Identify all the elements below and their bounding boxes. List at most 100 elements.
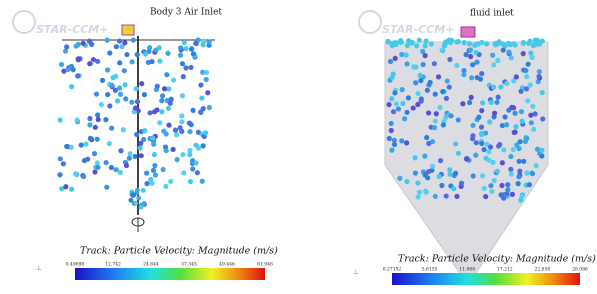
particle: [194, 160, 199, 165]
particle: [100, 78, 105, 83]
particle: [402, 116, 407, 121]
particle: [168, 101, 173, 106]
particle: [453, 141, 458, 146]
particle: [474, 140, 479, 145]
particle: [415, 194, 420, 199]
particle: [142, 128, 147, 133]
particle: [168, 179, 173, 184]
particle: [138, 141, 143, 146]
particle: [79, 142, 84, 147]
particle: [104, 160, 109, 165]
particle: [75, 117, 80, 122]
logo-mark: [13, 11, 35, 33]
particle: [525, 98, 530, 103]
particle: [95, 59, 100, 64]
particle: [136, 196, 141, 201]
particle: [129, 100, 134, 105]
colorbar-ticks: 0.4969812.74224.64437.34549.44661.946: [66, 262, 273, 268]
particle: [501, 147, 506, 152]
particle: [175, 157, 180, 162]
particle: [511, 41, 516, 46]
particle: [122, 40, 127, 45]
axis-triad: ⊥: [353, 269, 359, 276]
particle: [187, 152, 192, 157]
particle: [152, 163, 157, 168]
particle: [181, 170, 186, 175]
particle: [528, 113, 533, 118]
particle: [406, 95, 411, 100]
particle: [157, 120, 162, 125]
particle: [189, 47, 194, 52]
particle: [456, 39, 461, 44]
particle: [149, 59, 154, 64]
particle: [92, 169, 97, 174]
particle: [134, 86, 139, 91]
particle: [520, 119, 525, 124]
particle: [464, 156, 469, 161]
particle: [183, 65, 188, 70]
particle: [114, 44, 119, 49]
particle: [190, 166, 195, 171]
particle: [65, 67, 70, 72]
particle: [151, 142, 156, 147]
particle: [135, 52, 140, 57]
particle: [470, 62, 475, 67]
particle: [490, 53, 495, 58]
particle: [109, 83, 114, 88]
particle: [536, 74, 541, 79]
particle: [426, 169, 431, 174]
particle: [115, 98, 120, 103]
particle: [164, 148, 169, 153]
particle: [122, 68, 127, 73]
particle: [147, 45, 152, 50]
particle: [389, 128, 394, 133]
particle: [164, 72, 169, 77]
particle: [142, 92, 147, 97]
particle: [500, 123, 505, 128]
particle: [495, 58, 500, 63]
particle: [133, 105, 138, 110]
particle: [404, 61, 409, 66]
particle: [138, 205, 143, 210]
particle: [437, 174, 442, 179]
particle: [400, 87, 405, 92]
particle: [393, 56, 398, 61]
particle: [531, 127, 536, 132]
particle: [495, 169, 500, 174]
particle: [191, 51, 196, 56]
particle: [473, 50, 478, 55]
particle: [512, 111, 517, 116]
particle: [61, 161, 66, 166]
particle: [394, 101, 399, 106]
particle: [160, 93, 165, 98]
particle: [509, 55, 514, 60]
particle: [59, 62, 64, 67]
particle: [162, 86, 167, 91]
colorbar: [75, 268, 265, 280]
particle: [517, 159, 522, 164]
particle: [460, 101, 465, 106]
particle: [479, 125, 484, 130]
particle: [436, 74, 441, 79]
particle: [426, 110, 431, 115]
particle: [440, 89, 445, 94]
particle: [501, 196, 506, 201]
particle: [510, 192, 515, 197]
particle: [535, 147, 540, 152]
particle: [423, 43, 428, 48]
particle: [93, 125, 98, 130]
particle: [492, 178, 497, 183]
particle: [433, 194, 438, 199]
particle: [188, 65, 193, 70]
right-panel: STAR-CCM+ fluid inlet Track: Particle Ve…: [353, 9, 596, 286]
particle: [118, 170, 123, 175]
canvas: STAR-CCM+ Body 3 Air Inlet Track: Partic…: [0, 0, 597, 294]
particle: [514, 142, 519, 147]
particle: [521, 159, 526, 164]
particle: [133, 154, 138, 159]
particle: [540, 116, 545, 121]
particle: [188, 179, 193, 184]
particle: [113, 88, 118, 93]
particle: [111, 75, 116, 80]
particle: [441, 122, 446, 127]
